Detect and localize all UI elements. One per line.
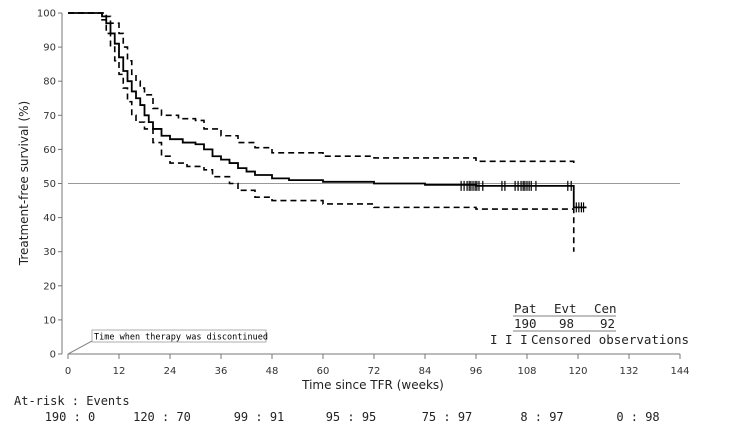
annotation-box xyxy=(91,329,267,343)
x-tick-label: 72 xyxy=(368,366,381,377)
y-tick-label: 40 xyxy=(43,213,56,224)
at-risk-label: At-risk : Events xyxy=(14,394,130,408)
y-tick-label: 90 xyxy=(43,43,56,54)
legend-censor-label: Censored observations xyxy=(531,332,689,347)
legend-header-pat: Pat xyxy=(514,301,537,316)
y-tick-label: 10 xyxy=(43,315,56,326)
legend-value-pat: 190 xyxy=(514,316,537,331)
y-axis-label: Treatment-free survival (%) xyxy=(17,101,31,266)
legend-censor-symbol: I I I xyxy=(490,332,528,347)
at-risk-value: 0 : 98 xyxy=(616,410,659,424)
lower-ci-curve xyxy=(68,12,575,252)
x-tick-label: 132 xyxy=(619,366,638,377)
x-tick-label: 36 xyxy=(215,366,228,377)
x-tick-label: 144 xyxy=(670,366,689,377)
at-risk-row: 190 : 0 120 : 70 99 : 91 95 : 95 75 : 97 8 : … xyxy=(45,410,660,424)
y-tick-label: 0 xyxy=(50,350,56,361)
y-tick-label: 100 xyxy=(37,9,56,20)
annotation-leader xyxy=(67,340,93,355)
at-risk-value: 95 : 95 xyxy=(326,410,377,424)
at-risk-value: 75 : 97 xyxy=(422,410,473,424)
at-risk-value: 190 : 0 xyxy=(45,410,96,424)
x-tick-label: 24 xyxy=(164,366,177,377)
survival-curve xyxy=(68,12,587,209)
y-tick-label: 30 xyxy=(43,247,56,258)
y-tick-label: 50 xyxy=(43,179,56,190)
x-tick-label: 12 xyxy=(113,366,126,377)
annotation: Time when therapy was discontinued xyxy=(67,329,268,355)
upper-ci-curve xyxy=(68,12,575,164)
x-axis-label: Time since TFR (weeks) xyxy=(301,378,444,392)
legend: Pat Evt Cen 190 98 92 I I I Censored obs… xyxy=(490,301,689,347)
x-tick-label: 48 xyxy=(266,366,279,377)
legend-header-evt: Evt xyxy=(554,301,577,316)
x-tick-label: 84 xyxy=(419,366,432,377)
at-risk-value: 120 : 70 xyxy=(133,410,191,424)
x-tick-label: 0 xyxy=(65,366,71,377)
x-tick-label: 96 xyxy=(470,366,483,377)
annotation-text: Time when therapy was discontinued xyxy=(94,333,268,343)
x-tick-label: 120 xyxy=(568,366,587,377)
x-tick-label: 108 xyxy=(517,366,536,377)
at-risk-value: 99 : 91 xyxy=(234,410,285,424)
y-tick-label: 80 xyxy=(43,77,56,88)
legend-header-cen: Cen xyxy=(594,301,617,316)
at-risk-value: 8 : 97 xyxy=(520,410,563,424)
x-tick-label: 60 xyxy=(317,366,330,377)
y-tick-label: 70 xyxy=(43,111,56,122)
y-tick-label: 20 xyxy=(43,281,56,292)
legend-value-cen: 92 xyxy=(600,316,615,331)
legend-value-evt: 98 xyxy=(559,316,574,331)
y-tick-label: 60 xyxy=(43,145,56,156)
